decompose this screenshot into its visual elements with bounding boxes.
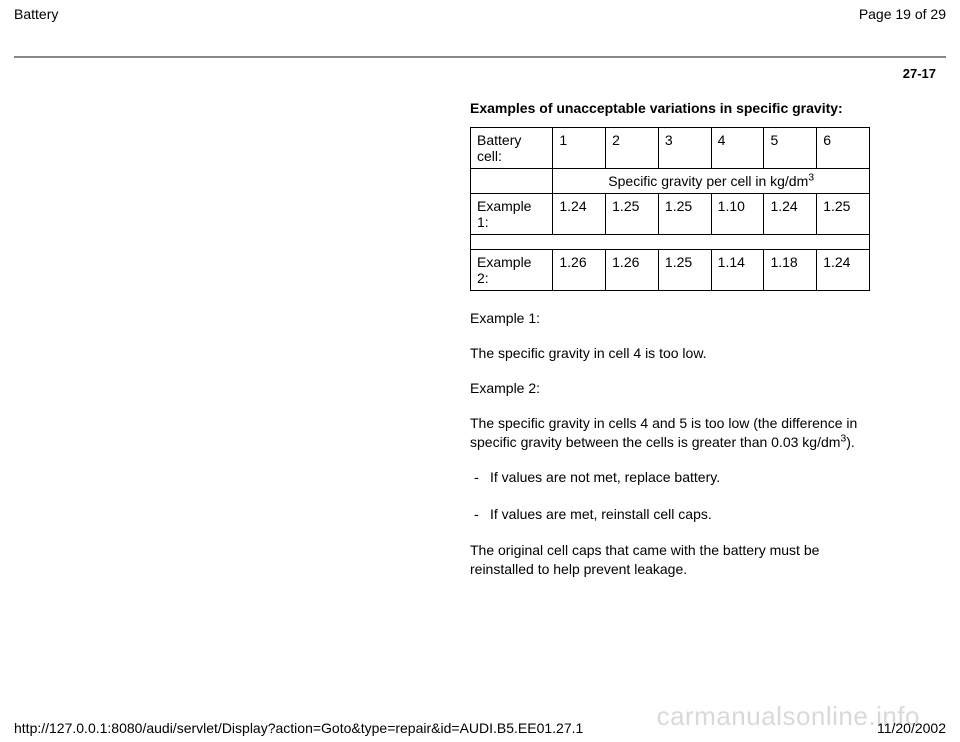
header-cell: 4 bbox=[711, 128, 764, 169]
bullet-dash-icon: - bbox=[474, 505, 490, 524]
header-cell: 6 bbox=[817, 128, 870, 169]
example1-text: The specific gravity in cell 4 is too lo… bbox=[470, 344, 870, 363]
bullet-text: If values are not met, replace battery. bbox=[490, 468, 720, 487]
header-cell: 5 bbox=[764, 128, 817, 169]
cell: 1.25 bbox=[606, 194, 659, 235]
footer-date: 11/20/2002 bbox=[877, 720, 946, 736]
table-header-row: Battery cell: 1 2 3 4 5 6 bbox=[471, 128, 870, 169]
cell: 1.25 bbox=[658, 250, 711, 291]
header-cell-label: Battery cell: bbox=[471, 128, 553, 169]
ex2-prefix: The specific gravity in cells 4 and 5 is… bbox=[470, 415, 857, 450]
ex2-suffix: ). bbox=[846, 434, 855, 450]
cell: 1.26 bbox=[553, 250, 606, 291]
example2-label: Example 2: bbox=[470, 379, 870, 398]
section-number: 27-17 bbox=[0, 58, 960, 85]
header-cell: 3 bbox=[658, 128, 711, 169]
bullet-item: - If values are met, reinstall cell caps… bbox=[474, 505, 870, 524]
span-text: Specific gravity per cell in kg/dm bbox=[608, 173, 808, 189]
table-span-row: Specific gravity per cell in kg/dm3 bbox=[471, 169, 870, 194]
header-cell: 2 bbox=[606, 128, 659, 169]
page-indicator: Page 19 of 29 bbox=[859, 6, 946, 22]
table-row: Example 1: 1.24 1.25 1.25 1.10 1.24 1.25 bbox=[471, 194, 870, 235]
cell: 1.24 bbox=[764, 194, 817, 235]
cell: 1.25 bbox=[658, 194, 711, 235]
cell: 1.26 bbox=[606, 250, 659, 291]
empty-cell bbox=[471, 169, 553, 194]
example1-label: Example 1: bbox=[470, 309, 870, 328]
cell: 1.24 bbox=[553, 194, 606, 235]
footer-url: http://127.0.0.1:8080/audi/servlet/Displ… bbox=[14, 720, 583, 736]
header-cell: 1 bbox=[553, 128, 606, 169]
doc-title: Battery bbox=[14, 6, 58, 22]
span-sup: 3 bbox=[808, 172, 814, 184]
example2-text: The specific gravity in cells 4 and 5 is… bbox=[470, 414, 870, 452]
span-cell: Specific gravity per cell in kg/dm3 bbox=[553, 169, 870, 194]
footer: http://127.0.0.1:8080/audi/servlet/Displ… bbox=[14, 720, 946, 736]
spacer-row bbox=[471, 235, 870, 250]
cell: 1.10 bbox=[711, 194, 764, 235]
row-label: Example 2: bbox=[471, 250, 553, 291]
cell: 1.14 bbox=[711, 250, 764, 291]
row-label: Example 1: bbox=[471, 194, 553, 235]
bullet-text: If values are met, reinstall cell caps. bbox=[490, 505, 712, 524]
bullet-item: - If values are not met, replace battery… bbox=[474, 468, 870, 487]
table-row: Example 2: 1.26 1.26 1.25 1.14 1.18 1.24 bbox=[471, 250, 870, 291]
top-bar: Battery Page 19 of 29 bbox=[0, 0, 960, 26]
cell: 1.18 bbox=[764, 250, 817, 291]
content-column: Examples of unacceptable variations in s… bbox=[470, 99, 870, 579]
gravity-table: Battery cell: 1 2 3 4 5 6 Specific gravi… bbox=[470, 127, 870, 291]
cell: 1.24 bbox=[817, 250, 870, 291]
section-heading: Examples of unacceptable variations in s… bbox=[470, 99, 870, 117]
closing-text: The original cell caps that came with th… bbox=[470, 541, 870, 579]
bullet-dash-icon: - bbox=[474, 468, 490, 487]
cell: 1.25 bbox=[817, 194, 870, 235]
